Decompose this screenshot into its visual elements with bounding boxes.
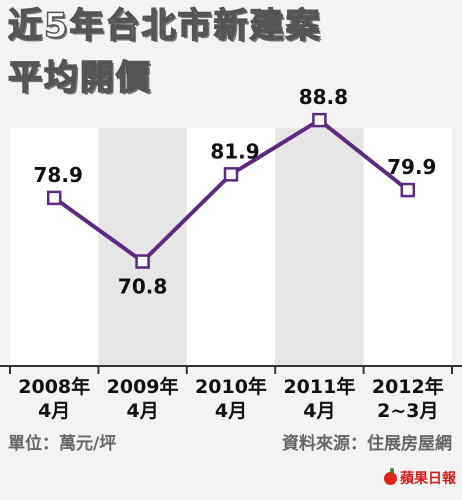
source-note: 資料來源：住展房屋網 [282,434,452,454]
data-label: 70.8 [118,275,167,299]
data-point-marker [312,112,327,128]
x-tick-label: 4月 [215,400,247,422]
data-point-marker [400,182,416,198]
x-tick-label: 2012年 [372,375,444,398]
x-tick-label: 4月 [126,400,158,422]
unit-note: 單位：萬元/坪 [8,434,117,454]
data-point-marker [135,254,150,269]
column-band [10,128,99,366]
data-label: 88.8 [299,85,348,109]
data-point-marker [46,190,62,206]
chart-title-line-1: 近5年台北市新建案 [7,5,322,47]
column-band [186,128,276,366]
x-tick-label: 2~3月 [377,400,438,422]
brand-logo: 蘋果日報 [384,467,456,488]
data-label: 81.9 [210,139,259,163]
x-tick-label: 4月 [38,400,70,422]
data-label: 78.9 [34,163,83,187]
column-band [275,128,364,366]
data-label: 79.9 [387,155,436,179]
brand-name: 蘋果日報 [400,471,456,487]
x-tick-label: 2010年 [195,375,267,398]
x-tick-label: 4月 [303,400,335,422]
x-tick-label: 2011年 [283,375,355,398]
chart-title-line-2: 平均開價 [7,57,152,99]
x-tick-label: 2008年 [18,375,90,398]
column-band [98,128,187,366]
data-point-marker [223,167,239,182]
x-tick-label: 2009年 [107,375,179,398]
apple-icon [384,467,397,485]
